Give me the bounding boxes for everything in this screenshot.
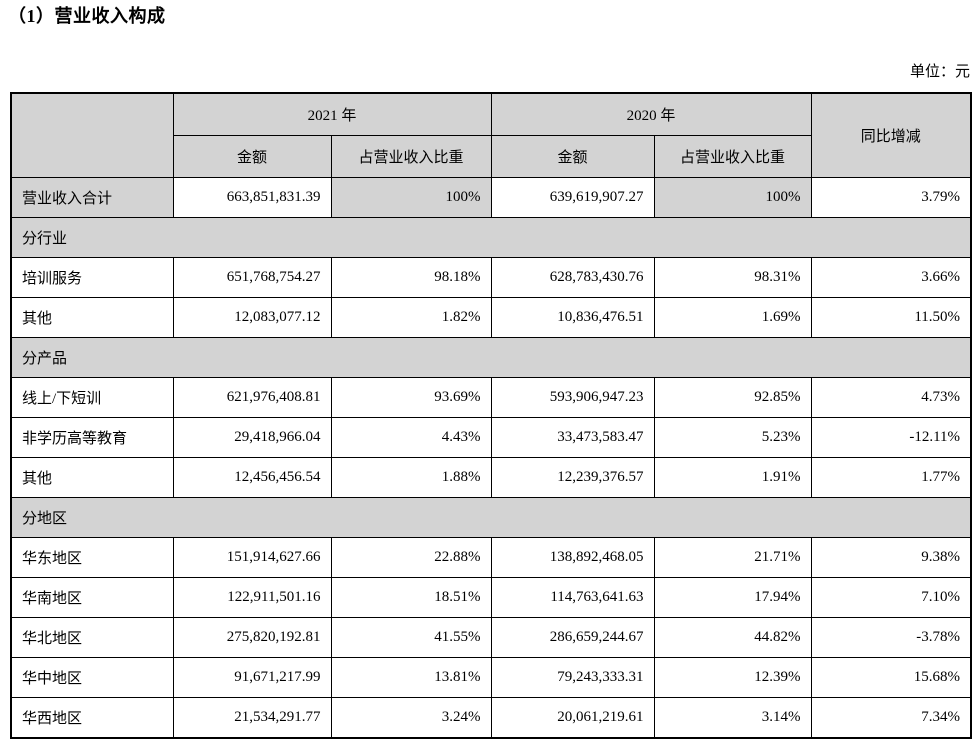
amount-2021: 21,534,291.77 [172,697,332,739]
row-label: 华中地区 [10,657,174,698]
yoy-change: 11.50% [810,297,972,338]
header-row-years: 2021 年 2020 年 同比增减 [10,92,972,178]
amount-2021: 275,820,192.81 [172,617,332,658]
table-row: 线上/下短训 621,976,408.81 93.69% 593,906,947.23… [10,377,972,418]
proportion-2021: 1.88% [330,457,492,498]
section-label: 分地区 [10,497,972,538]
row-label: 华西地区 [10,697,174,739]
table-row: 华北地区 275,820,192.81 41.55% 286,659,244.67 44… [10,617,972,658]
yoy-change: 15.68% [810,657,972,698]
amount-2020: 138,892,468.05 [490,537,655,578]
amount-2021: 651,768,754.27 [172,257,332,298]
proportion-2021: 18.51% [330,577,492,618]
amount-2020: 593,906,947.23 [490,377,655,418]
revenue-composition-table: 2021 年 2020 年 同比增减 金额 占营业收入比重 金额 占营业收入比重… [10,92,973,739]
proportion-2020: 1.69% [653,297,812,338]
unit-label: 单位：元 [909,64,970,80]
yoy-change: 3.79% [810,177,972,218]
row-label: 线上/下短训 [10,377,174,418]
amount-2020: 10,836,476.51 [490,297,655,338]
amount-2021: 663,851,831.39 [172,177,332,218]
page-title: （1）营业收入构成 [8,6,166,26]
yoy-change: 7.10% [810,577,972,618]
section-row: 分行业 [10,217,972,258]
proportion-2021: 41.55% [330,617,492,658]
header-proportion-2020: 占营业收入比重 [653,135,812,178]
section-label: 分行业 [10,217,972,258]
amount-2021: 12,083,077.12 [172,297,332,338]
yoy-change: -3.78% [810,617,972,658]
table-row: 华东地区 151,914,627.66 22.88% 138,892,468.05 21… [10,537,972,578]
amount-2020: 20,061,219.61 [490,697,655,739]
table-row: 营业收入合计 663,851,831.39 100% 639,619,907.27 10… [10,177,972,218]
table-body: 营业收入合计 663,851,831.39 100% 639,619,907.27 10… [10,177,972,739]
section-row: 分产品 [10,337,972,378]
yoy-change: 7.34% [810,697,972,739]
yoy-change: 4.73% [810,377,972,418]
proportion-2021: 93.69% [330,377,492,418]
amount-2021: 122,911,501.16 [172,577,332,618]
proportion-2020: 21.71% [653,537,812,578]
proportion-2020: 1.91% [653,457,812,498]
amount-2020: 286,659,244.67 [490,617,655,658]
amount-2020: 33,473,583.47 [490,417,655,458]
proportion-2021: 100% [330,177,492,218]
section-label: 分产品 [10,337,972,378]
row-label: 其他 [10,457,174,498]
proportion-2020: 12.39% [653,657,812,698]
amount-2020: 79,243,333.31 [490,657,655,698]
table-row: 其他 12,456,456.54 1.88% 12,239,376.57 1.91% 1.… [10,457,972,498]
amount-2020: 12,239,376.57 [490,457,655,498]
proportion-2020: 98.31% [653,257,812,298]
yoy-change: -12.11% [810,417,972,458]
header-corner-cell [10,92,174,178]
yoy-change: 9.38% [810,537,972,578]
amount-2020: 114,763,641.63 [490,577,655,618]
proportion-2020: 17.94% [653,577,812,618]
proportion-2020: 92.85% [653,377,812,418]
proportion-2021: 1.82% [330,297,492,338]
amount-2020: 628,783,430.76 [490,257,655,298]
proportion-2020: 3.14% [653,697,812,739]
row-label: 非学历高等教育 [10,417,174,458]
table-row: 其他 12,083,077.12 1.82% 10,836,476.51 1.69% 11… [10,297,972,338]
amount-2021: 91,671,217.99 [172,657,332,698]
amount-2021: 12,456,456.54 [172,457,332,498]
header-year-2020: 2020 年 [490,92,812,136]
row-label: 华东地区 [10,537,174,578]
amount-2021: 151,914,627.66 [172,537,332,578]
table-row: 培训服务 651,768,754.27 98.18% 628,783,430.76 98… [10,257,972,298]
proportion-2021: 22.88% [330,537,492,578]
amount-2021: 29,418,966.04 [172,417,332,458]
table-header: 2021 年 2020 年 同比增减 金额 占营业收入比重 金额 占营业收入比重 [10,92,972,178]
proportion-2021: 98.18% [330,257,492,298]
proportion-2020: 44.82% [653,617,812,658]
yoy-change: 1.77% [810,457,972,498]
table-row: 华西地区 21,534,291.77 3.24% 20,061,219.61 3.14%… [10,697,972,739]
header-year-2021: 2021 年 [172,92,492,136]
header-proportion-2021: 占营业收入比重 [330,135,492,178]
row-label: 其他 [10,297,174,338]
section-row: 分地区 [10,497,972,538]
header-yoy: 同比增减 [810,92,972,178]
table-row: 非学历高等教育 29,418,966.04 4.43% 33,473,583.47 5.… [10,417,972,458]
proportion-2021: 13.81% [330,657,492,698]
header-amount-2020: 金额 [490,135,655,178]
amount-2020: 639,619,907.27 [490,177,655,218]
proportion-2021: 3.24% [330,697,492,739]
proportion-2020: 5.23% [653,417,812,458]
row-label: 培训服务 [10,257,174,298]
row-label: 华北地区 [10,617,174,658]
proportion-2020: 100% [653,177,812,218]
table-row: 华南地区 122,911,501.16 18.51% 114,763,641.63 17… [10,577,972,618]
header-row-subcolumns: 金额 占营业收入比重 金额 占营业收入比重 [11,135,971,178]
yoy-change: 3.66% [810,257,972,298]
table-row: 华中地区 91,671,217.99 13.81% 79,243,333.31 12.3… [10,657,972,698]
amount-2021: 621,976,408.81 [172,377,332,418]
header-amount-2021: 金额 [172,135,332,178]
proportion-2021: 4.43% [330,417,492,458]
row-label: 华南地区 [10,577,174,618]
row-label: 营业收入合计 [10,177,174,218]
